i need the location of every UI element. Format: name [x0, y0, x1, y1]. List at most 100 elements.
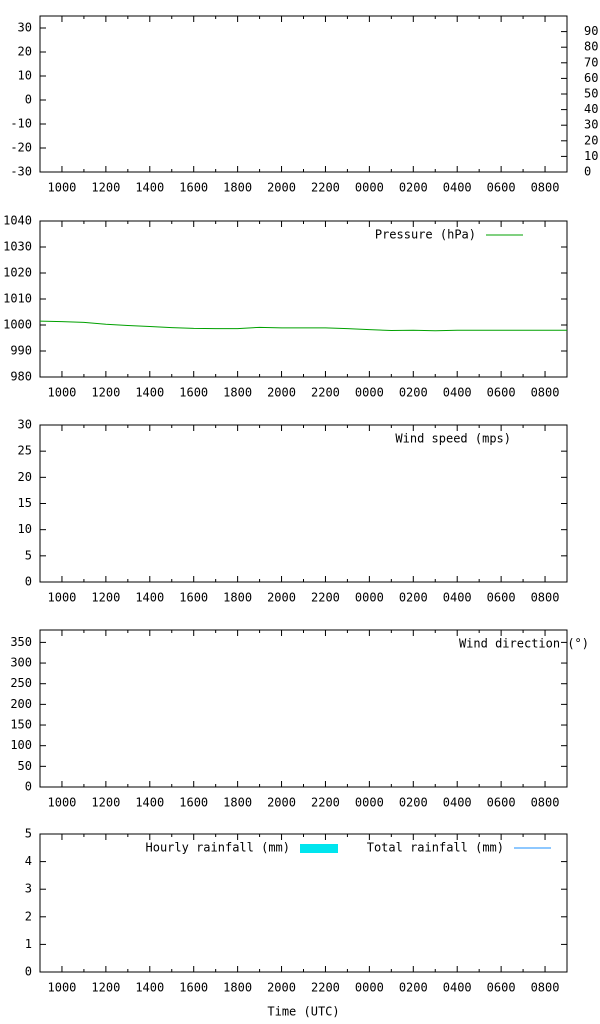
x-tick-label: 0800	[531, 591, 560, 605]
y2-tick-label: 40	[584, 102, 598, 116]
plot-frame	[39, 833, 568, 973]
y-tick-label: 1	[25, 937, 32, 951]
y-tick-label: 2	[25, 909, 32, 923]
x-tick-label: 1200	[91, 796, 120, 810]
y-tick-label: 0	[25, 93, 32, 107]
y-tick-label: 0	[25, 780, 32, 794]
x-tick-label: 0600	[487, 981, 516, 995]
y-tick-label: 150	[10, 718, 32, 732]
x-tick-label: 2200	[311, 181, 340, 195]
legend-swatch	[300, 844, 338, 853]
x-tick-label: 2000	[267, 386, 296, 400]
x-tick-label: 1000	[48, 386, 77, 400]
legend-label: Total rainfall (mm)	[367, 841, 504, 855]
legend-label: Wind direction (°)	[459, 637, 589, 651]
y-tick-label: 20	[18, 470, 32, 484]
x-tick-label: 2000	[267, 796, 296, 810]
plot-frame	[39, 220, 568, 378]
x-tick-label: 0200	[399, 591, 428, 605]
x-tick-label: 2200	[311, 386, 340, 400]
y-tick-label: 30	[18, 21, 32, 35]
x-tick-label: 1600	[179, 386, 208, 400]
x-tick-label: 1000	[48, 981, 77, 995]
y-tick-label: 100	[10, 738, 32, 752]
y-tick-label: -30	[10, 165, 32, 179]
y-tick-label: 0	[25, 965, 32, 979]
y-tick-label: 20	[18, 45, 32, 59]
x-tick-label: 0400	[443, 386, 472, 400]
y-tick-label: 5	[25, 548, 32, 562]
legend-label: Pressure (hPa)	[375, 228, 476, 242]
y2-tick-label: 10	[584, 149, 598, 163]
x-tick-label: 0800	[531, 181, 560, 195]
y2-tick-label: 90	[584, 24, 598, 38]
plot-frame	[39, 15, 568, 173]
x-tick-label: 2200	[311, 796, 340, 810]
x-tick-label: 0600	[487, 181, 516, 195]
y2-tick-label: 80	[584, 40, 598, 54]
x-tick-label: 2000	[267, 591, 296, 605]
x-tick-label: 0000	[355, 981, 384, 995]
x-tick-label: 1400	[135, 796, 164, 810]
y-tick-label: 980	[10, 370, 32, 384]
x-tick-label: 0000	[355, 181, 384, 195]
y2-tick-label: 30	[584, 118, 598, 132]
y-tick-label: 200	[10, 697, 32, 711]
x-tick-label: 1800	[223, 981, 252, 995]
x-tick-label: 1200	[91, 386, 120, 400]
y2-tick-label: 70	[584, 55, 598, 69]
x-tick-label: 1400	[135, 981, 164, 995]
x-tick-label: 1600	[179, 796, 208, 810]
x-tick-label: 0600	[487, 591, 516, 605]
x-tick-label: 2200	[311, 591, 340, 605]
x-tick-label: 1400	[135, 591, 164, 605]
x-tick-label: 0400	[443, 981, 472, 995]
x-tick-label: 0600	[487, 796, 516, 810]
y2-tick-label: 60	[584, 71, 598, 85]
x-tick-label: 0400	[443, 591, 472, 605]
x-axis-label: Time (UTC)	[267, 1005, 339, 1019]
x-tick-label: 1400	[135, 181, 164, 195]
x-tick-label: 1800	[223, 591, 252, 605]
x-tick-label: 0000	[355, 591, 384, 605]
x-tick-label: 1400	[135, 386, 164, 400]
x-tick-label: 0400	[443, 796, 472, 810]
x-tick-label: 1200	[91, 591, 120, 605]
x-tick-label: 0800	[531, 981, 560, 995]
y-tick-label: 1000	[3, 318, 32, 332]
x-tick-label: 0200	[399, 796, 428, 810]
y-tick-label: 1040	[3, 214, 32, 228]
x-tick-label: 2000	[267, 181, 296, 195]
x-tick-label: 0000	[355, 386, 384, 400]
x-tick-label: 0200	[399, 181, 428, 195]
x-tick-label: 1800	[223, 796, 252, 810]
x-tick-label: 1600	[179, 981, 208, 995]
y-tick-label: 990	[10, 344, 32, 358]
x-tick-label: 1200	[91, 181, 120, 195]
x-tick-label: 2000	[267, 981, 296, 995]
y-tick-label: 10	[18, 69, 32, 83]
x-tick-label: 0600	[487, 386, 516, 400]
y-tick-label: 4	[25, 854, 32, 868]
y-tick-label: 30	[18, 418, 32, 432]
x-tick-label: 1800	[223, 386, 252, 400]
x-tick-label: 0400	[443, 181, 472, 195]
x-tick-label: 2200	[311, 981, 340, 995]
y-tick-label: 25	[18, 444, 32, 458]
y-tick-label: 0	[25, 575, 32, 589]
plot-frame	[39, 629, 568, 788]
x-tick-label: 1000	[48, 796, 77, 810]
y2-tick-label: 20	[584, 133, 598, 147]
series-line	[39, 320, 567, 332]
y-tick-label: -20	[10, 141, 32, 155]
y-tick-label: 250	[10, 676, 32, 690]
y-tick-label: 300	[10, 656, 32, 670]
y-tick-label: 350	[10, 635, 32, 649]
y-tick-label: 15	[18, 496, 32, 510]
y-tick-label: -10	[10, 117, 32, 131]
x-tick-label: 1000	[48, 591, 77, 605]
x-tick-label: 0800	[531, 796, 560, 810]
x-tick-label: 0000	[355, 796, 384, 810]
y2-tick-label: 0	[584, 165, 591, 179]
